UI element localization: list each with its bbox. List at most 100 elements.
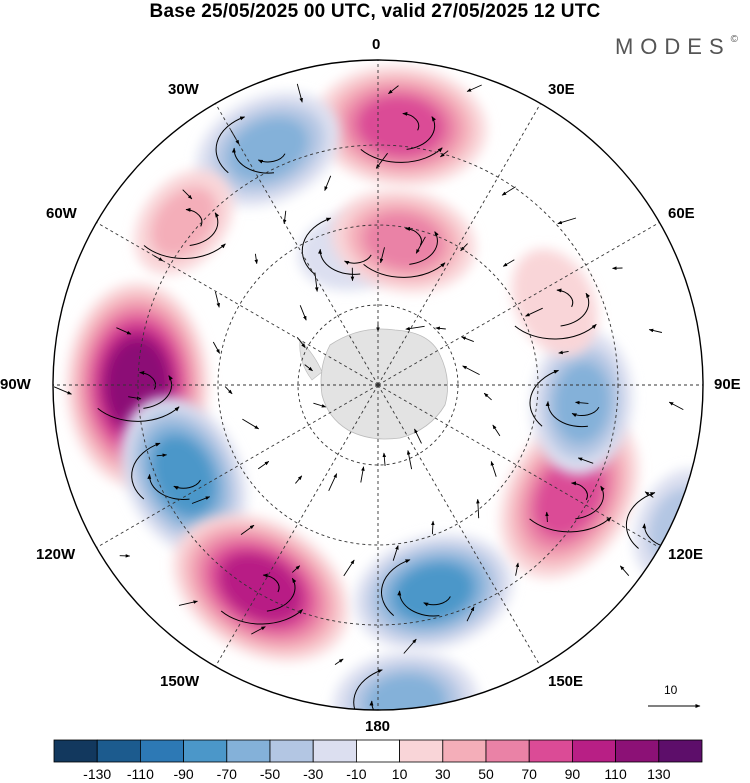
wind-arrow bbox=[182, 189, 193, 200]
wind-arrow bbox=[214, 291, 220, 308]
wind-arrow bbox=[116, 327, 132, 335]
anomaly-cell bbox=[333, 651, 478, 710]
streamline bbox=[668, 529, 696, 540]
streamline bbox=[409, 231, 439, 265]
lon-label-180: 180 bbox=[365, 718, 391, 735]
wind-arrow bbox=[382, 452, 387, 466]
streamline bbox=[97, 406, 180, 422]
wind-arrow bbox=[515, 562, 520, 576]
meridian-line bbox=[377, 384, 660, 548]
wind-arrow bbox=[296, 83, 303, 103]
streamline bbox=[215, 116, 246, 174]
colorbar-cell bbox=[615, 739, 660, 763]
streamline bbox=[173, 479, 201, 490]
brand-mark: © bbox=[730, 33, 738, 45]
streamline bbox=[189, 212, 220, 246]
streamline bbox=[363, 262, 446, 278]
meridian-line bbox=[215, 384, 379, 667]
streamline bbox=[231, 147, 275, 174]
wind-arrow bbox=[466, 84, 482, 92]
streamline bbox=[353, 669, 383, 710]
wind-arrow bbox=[483, 392, 492, 401]
streamline bbox=[317, 248, 361, 275]
colorbar-cell bbox=[528, 739, 573, 763]
wind-arrow bbox=[388, 85, 399, 95]
colorbar-tick-label: -110 bbox=[126, 766, 154, 782]
wind-arrow bbox=[460, 243, 468, 252]
wind-arrow bbox=[191, 496, 211, 504]
anomaly-band bbox=[151, 435, 216, 517]
colorbar-tick-label: -50 bbox=[259, 766, 281, 782]
wind-arrow bbox=[577, 457, 594, 464]
wind-arrow bbox=[128, 396, 142, 400]
lon-label-30e: 30E bbox=[548, 81, 575, 98]
brand-name: MODES bbox=[614, 34, 731, 59]
wind-arrow bbox=[375, 152, 388, 169]
colorbar-tick-label: -70 bbox=[216, 766, 237, 782]
wind-arrow bbox=[557, 217, 577, 225]
streamline bbox=[575, 485, 605, 520]
wind-arrow bbox=[462, 365, 480, 376]
streamline bbox=[529, 516, 612, 533]
wind-arrow bbox=[360, 466, 365, 483]
anomaly-cell bbox=[354, 534, 513, 650]
wind-arrow bbox=[254, 253, 259, 265]
wind-arrow bbox=[304, 364, 313, 372]
colorbar-tick-label: 110 bbox=[604, 766, 627, 782]
meridian-line bbox=[377, 103, 541, 386]
colorbar-tick-label: 50 bbox=[478, 766, 494, 782]
graticule bbox=[53, 60, 703, 710]
wind-arrow bbox=[295, 475, 303, 484]
anomaly-band bbox=[362, 212, 445, 270]
wind-arrow bbox=[492, 424, 501, 437]
streamline bbox=[147, 473, 190, 500]
wind-arrow bbox=[545, 511, 549, 523]
wind-arrow bbox=[379, 247, 385, 264]
colorbar-cell bbox=[139, 739, 184, 763]
streamline bbox=[397, 590, 440, 617]
page-title: Base 25/05/2025 00 UTC, valid 27/05/2025… bbox=[149, 1, 601, 22]
wind-arrow bbox=[668, 401, 684, 410]
wind-arrow bbox=[53, 386, 72, 395]
streamline bbox=[405, 226, 422, 246]
colorbar-tick-label: -10 bbox=[346, 766, 367, 782]
streamline bbox=[301, 217, 332, 275]
wind-arrow bbox=[502, 259, 515, 267]
wind-arrow bbox=[313, 402, 327, 408]
wind-arrow bbox=[461, 336, 474, 343]
colorbar-tick-label: -30 bbox=[303, 766, 324, 782]
wind-arrow bbox=[392, 545, 399, 561]
anomaly-band bbox=[393, 562, 474, 622]
wind-streamlines bbox=[53, 83, 696, 710]
lon-label-30w: 30W bbox=[168, 81, 199, 98]
wind-arrow bbox=[328, 473, 338, 491]
colorbar-cell bbox=[658, 739, 703, 763]
wind-arrow bbox=[257, 461, 270, 470]
wind-arrow bbox=[282, 210, 287, 225]
colorbar-tick-label: 30 bbox=[435, 766, 451, 782]
wind-arrow bbox=[435, 326, 446, 331]
streamline bbox=[143, 375, 173, 409]
meridian-line bbox=[96, 384, 379, 548]
brand-logo: MODES© bbox=[615, 34, 738, 60]
streamline bbox=[262, 573, 280, 593]
wind-arrow bbox=[476, 498, 480, 519]
streamline bbox=[571, 406, 600, 418]
lon-label-150w: 150W bbox=[160, 673, 200, 690]
wind-arrow bbox=[324, 175, 332, 192]
anomaly-band bbox=[512, 249, 598, 357]
meridian-line bbox=[96, 222, 379, 386]
anomaly-band bbox=[356, 95, 445, 157]
wind-arrow bbox=[251, 626, 266, 635]
streamline bbox=[423, 596, 451, 607]
colorbar-tick-label: -90 bbox=[173, 766, 194, 782]
streamline bbox=[257, 153, 286, 164]
wind-arrow bbox=[178, 600, 198, 606]
wind-arrow bbox=[212, 341, 220, 354]
anomaly-cell bbox=[331, 189, 476, 292]
streamline bbox=[529, 369, 559, 427]
lon-label-90e: 90E bbox=[714, 376, 741, 393]
lon-label-60w: 60W bbox=[46, 205, 77, 222]
lon-label-0: 0 bbox=[372, 36, 381, 53]
wind-arrow bbox=[648, 328, 663, 333]
